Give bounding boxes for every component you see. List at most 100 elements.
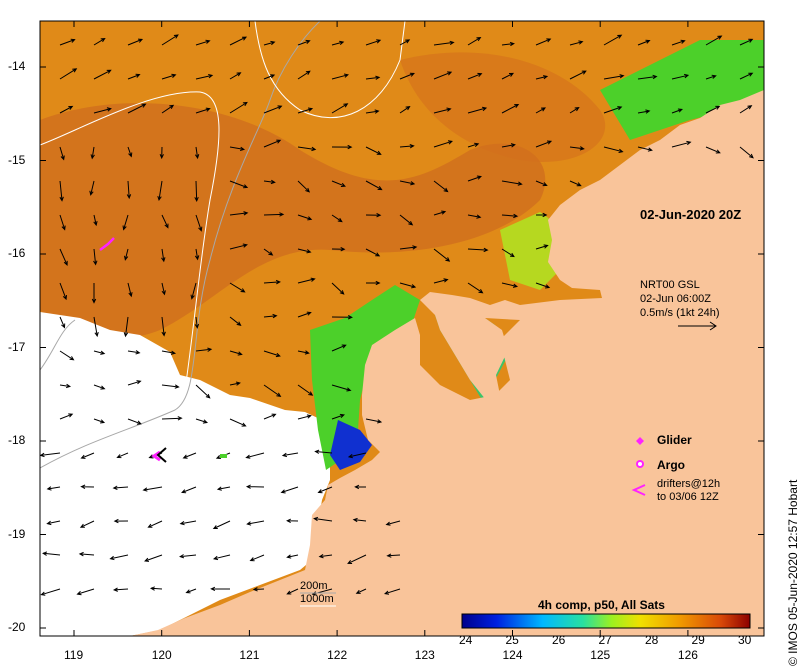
current-arrow — [112, 587, 129, 592]
x-tick-label: 126 — [677, 648, 698, 662]
current-arrow — [59, 282, 67, 301]
current-arrow — [252, 587, 265, 592]
current-arrow — [195, 418, 208, 424]
current-arrow — [569, 40, 584, 46]
current-arrow — [46, 486, 61, 491]
current-arrow — [467, 282, 484, 294]
current-arrow — [433, 248, 451, 262]
current-arrow — [179, 520, 197, 526]
current-arrow — [501, 248, 515, 258]
current-arrow — [161, 350, 177, 355]
current-arrow — [705, 35, 723, 46]
current-arrow — [212, 520, 231, 529]
current-arrow — [144, 554, 163, 562]
current-arrow — [297, 39, 311, 46]
current-arrow — [331, 144, 353, 150]
x-tick-label: 124 — [502, 648, 523, 662]
current-arrow — [263, 350, 281, 358]
current-arrow — [40, 588, 61, 596]
current-arrow — [263, 413, 277, 420]
current-arrow — [195, 39, 211, 46]
current-arrow — [366, 280, 381, 286]
current-arrow — [59, 180, 64, 202]
current-arrow — [603, 74, 625, 80]
current-arrow — [331, 40, 345, 46]
current-arrow — [297, 180, 311, 193]
current-arrow — [59, 214, 66, 231]
current-arrow — [195, 74, 214, 80]
current-arrow — [79, 520, 95, 528]
drifter-track — [151, 450, 161, 462]
current-arrow — [385, 520, 401, 526]
current-arrow — [331, 384, 352, 392]
current-arrow — [637, 109, 651, 114]
current-arrow — [286, 588, 299, 595]
current-arrow — [195, 107, 211, 114]
y-tick-label: -14 — [8, 59, 26, 73]
drifters-legend-line: drifters@12h — [657, 478, 721, 490]
current-arrow — [433, 278, 449, 284]
current-arrow — [297, 107, 314, 114]
current-arrow — [157, 180, 163, 202]
current-arrow — [59, 68, 78, 80]
y-tick-label: -20 — [8, 620, 26, 634]
contour-1000m-2 — [254, 21, 406, 119]
current-arrow — [317, 486, 333, 494]
current-arrow — [365, 180, 383, 191]
x-tick-label: 123 — [414, 648, 435, 662]
current-arrow — [185, 588, 197, 594]
current-info-line: 0.5m/s (1kt 24h) — [640, 307, 720, 319]
contour-200m-2 — [40, 319, 76, 371]
current-arrow — [78, 551, 95, 557]
current-info-line: 02-Jun 06:00Z — [640, 293, 711, 305]
current-arrow — [195, 214, 203, 232]
current-arrow — [297, 277, 316, 284]
current-arrow — [569, 146, 585, 151]
current-arrow — [501, 180, 523, 186]
current-arrow — [671, 108, 683, 114]
current-arrow — [331, 413, 345, 420]
current-arrow — [569, 106, 580, 114]
current-arrow — [535, 140, 553, 148]
current-arrow — [90, 146, 95, 160]
current-arrow — [739, 105, 753, 114]
current-arrow — [535, 107, 546, 114]
current-arrow — [331, 214, 343, 223]
current-arrow — [399, 39, 411, 46]
current-arrow — [42, 551, 61, 556]
current-arrow — [229, 316, 242, 327]
current-arrow — [671, 73, 690, 80]
current-arrow — [535, 38, 552, 46]
current-arrow — [281, 452, 299, 458]
current-arrow — [263, 179, 276, 185]
colorbar-title: 4h comp, p50, All Sats — [538, 598, 665, 612]
current-arrow — [40, 452, 61, 458]
x-tick-label: 121 — [239, 648, 260, 662]
current-arrow — [93, 418, 106, 424]
current-arrow — [127, 146, 133, 158]
current-arrow — [637, 146, 653, 152]
depth-legend-200m: 200m — [300, 580, 328, 592]
current-arrow — [109, 554, 129, 561]
current-arrow — [89, 180, 95, 196]
current-arrow — [297, 214, 313, 221]
current-arrow — [245, 452, 265, 459]
current-arrow — [501, 41, 515, 47]
current-arrow — [384, 588, 401, 595]
current-arrow — [318, 553, 333, 559]
current-arrow — [365, 248, 381, 257]
current-arrow — [297, 384, 314, 396]
current-arrow — [159, 146, 164, 160]
current-arrow — [671, 140, 692, 148]
current-arrow — [467, 214, 482, 219]
argo-legend-label: Argo — [657, 458, 685, 472]
current-arrow — [365, 75, 381, 80]
current-arrow — [59, 316, 66, 329]
current-arrow — [179, 554, 197, 559]
current-arrow — [399, 144, 415, 149]
cool-coastal-band-3 — [500, 212, 565, 290]
current-arrow — [161, 248, 166, 263]
current-arrow — [93, 38, 106, 46]
current-arrow — [603, 146, 624, 153]
warm-water-patch — [40, 103, 546, 339]
